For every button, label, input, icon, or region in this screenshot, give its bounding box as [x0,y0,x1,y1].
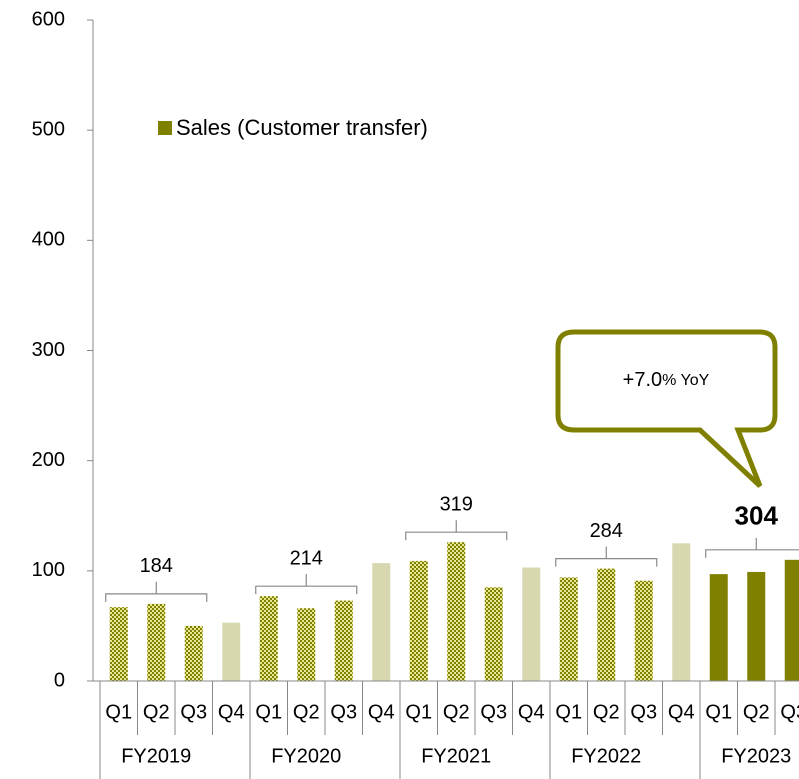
x-tick-label: Q1 [255,701,282,723]
bracket [705,537,799,558]
total-label: 214 [290,547,323,569]
bar [334,600,353,681]
y-tick-label: 500 [32,118,65,140]
x-tick-label: Q1 [705,701,732,723]
legend-label: Sales (Customer transfer) [176,115,428,140]
y-tick-label: 400 [32,229,65,251]
total-label: 284 [590,520,623,542]
x-tick-label: Q1 [105,701,132,723]
bar [522,567,541,681]
x-tick-label: Q2 [293,701,320,723]
y-tick-label: 600 [32,8,65,30]
callout-text: +7.0% YoY [623,369,710,391]
bar [409,560,428,681]
group-label: FY2019 [121,745,191,767]
y-tick-label: 0 [54,669,65,691]
bracket [405,520,508,541]
group-label: FY2023 [721,745,791,767]
total-label: 304 [735,501,779,531]
bar [259,596,278,681]
callout-suffix: % YoY [662,372,709,389]
bar [184,625,203,681]
callout: +7.0% YoY [555,329,778,488]
x-tick-label: Q3 [630,701,657,723]
bar [447,542,466,681]
x-tick-label: Q3 [330,701,357,723]
total-label: 184 [140,555,173,577]
bar [672,543,691,681]
x-tick-label: Q2 [143,701,170,723]
group-label: FY2020 [271,745,341,767]
group-label: FY2021 [421,745,491,767]
legend-swatch [158,121,172,135]
x-tick-label: Q3 [480,701,507,723]
callout-value: +7.0 [623,369,662,391]
x-tick-label: Q2 [593,701,620,723]
bar [484,587,503,681]
bar [109,607,128,681]
bar [597,568,616,681]
bar [147,603,166,681]
bracket [255,574,358,595]
x-tick-label: Q4 [518,701,545,723]
bar [222,622,241,681]
x-tick-label: Q4 [668,701,695,723]
bar [559,577,578,681]
bar [784,559,799,681]
x-tick-label: Q3 [780,701,799,723]
bracket [555,546,658,567]
bar [372,563,391,681]
y-tick-label: 100 [32,559,65,581]
x-tick-label: Q2 [743,701,770,723]
x-tick-label: Q4 [368,701,395,723]
x-tick-label: Q2 [443,701,470,723]
x-tick-label: Q1 [555,701,582,723]
bar [297,608,316,681]
group-label: FY2022 [571,745,641,767]
bar [709,574,728,681]
bar [747,571,766,681]
y-tick-label: 200 [32,449,65,471]
bracket [105,581,208,602]
x-tick-label: Q4 [218,701,245,723]
total-label: 319 [440,493,473,515]
x-tick-label: Q3 [180,701,207,723]
x-tick-label: Q1 [405,701,432,723]
bar [634,580,653,681]
y-tick-label: 300 [32,339,65,361]
